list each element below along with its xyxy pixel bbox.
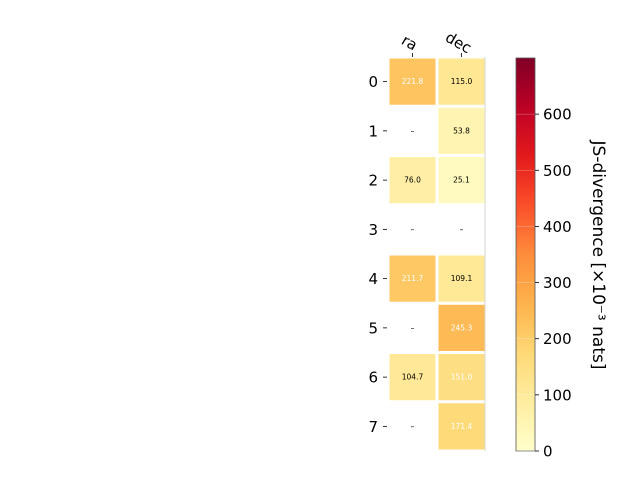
heatmap-cell [389, 58, 436, 105]
cell-value-label: 109.1 [451, 274, 473, 283]
heatmap-cell [438, 354, 485, 401]
heatmap-cell [389, 255, 436, 302]
cell-missing-label: – [460, 225, 464, 234]
row-label: 2 [368, 172, 378, 190]
colorbar-tick-label: 200 [543, 330, 572, 348]
colorbar-tick-label: 100 [543, 386, 572, 404]
heatmap-cell [438, 255, 485, 302]
cell-value-label: 76.0 [404, 176, 421, 185]
cell-missing-label: – [411, 225, 415, 234]
column-label: dec [442, 28, 474, 57]
colorbar-gradient [515, 57, 536, 452]
cell-value-label: 115.0 [451, 77, 473, 86]
row-label: 4 [368, 270, 378, 288]
heatmap-cell [389, 157, 436, 204]
colorbar-tick-label: 400 [543, 218, 572, 236]
colorbar-tick-label: 500 [543, 162, 572, 180]
row-labels: 0 1 2 3 4 5 6 7 [368, 73, 387, 436]
cell-missing-label: – [411, 323, 415, 332]
cell-value-label: 245.3 [451, 323, 473, 332]
cell-value-label: 221.8 [402, 77, 424, 86]
row-label: 0 [368, 73, 378, 91]
column-label: ra [398, 31, 420, 54]
colorbar-label: JS-divergence [×10⁻³ nats] [588, 140, 608, 370]
cell-missing-label: – [411, 126, 415, 135]
heatmap-cell [438, 157, 485, 204]
colorbar-tick-label: 0 [543, 443, 553, 461]
cell-value-label: 211.7 [402, 274, 424, 283]
heatmap-cell [389, 354, 436, 401]
row-label: 3 [368, 221, 378, 239]
row-label: 5 [368, 319, 378, 337]
cell-value-label: 53.8 [453, 126, 470, 135]
colorbar: 0 100 200 300 400 500 600 [515, 57, 572, 461]
heatmap-cell [438, 58, 485, 105]
row-label: 7 [368, 418, 378, 436]
cell-value-label: 151.0 [451, 373, 473, 382]
cell-value-label: 171.4 [451, 422, 473, 431]
heatmap-cell [438, 304, 485, 351]
row-label: 1 [368, 122, 378, 140]
heatmap-cell [438, 403, 485, 450]
heatmap-cell [438, 107, 485, 154]
colorbar-tick-label: 300 [543, 274, 572, 292]
cell-value-label: 104.7 [402, 373, 424, 382]
colorbar-tick-label: 600 [543, 106, 572, 124]
heatmap-cells: 221.8 115.0 – 53.8 76.0 25.1 – – 211.7 109.1 – 245.… [389, 57, 486, 451]
cell-missing-label: – [411, 422, 415, 431]
column-labels: ra dec [398, 28, 474, 57]
cell-value-label: 25.1 [453, 176, 470, 185]
row-label: 6 [368, 369, 378, 387]
